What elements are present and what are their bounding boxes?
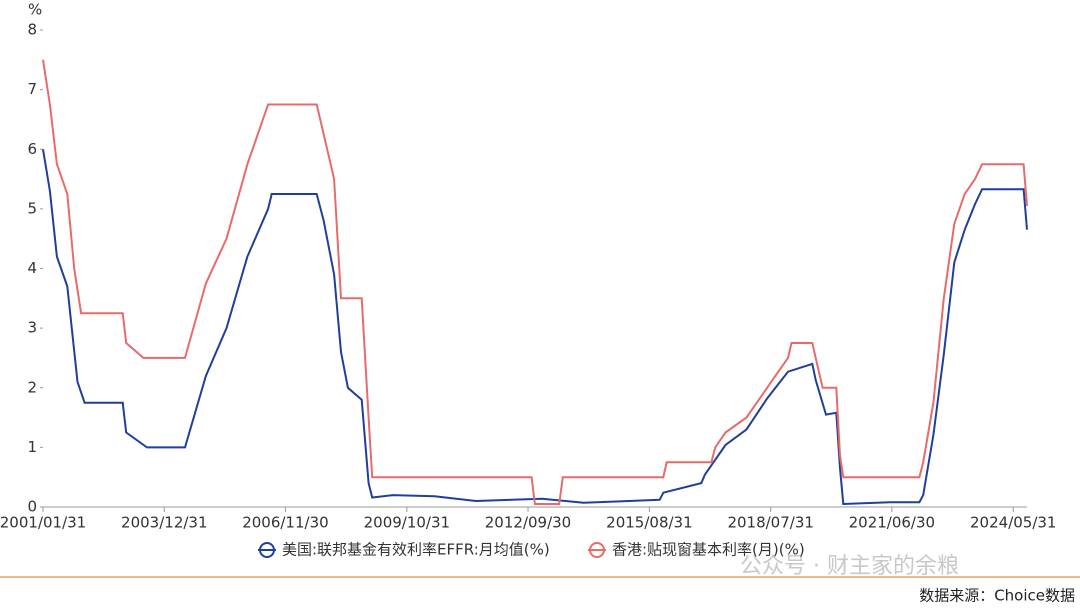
y-tick-label: 7 [27,80,37,98]
y-tick-label: 5 [27,199,37,217]
y-axis-label: % [28,1,42,19]
x-tick-label: 2009/10/31 [364,514,450,532]
x-tick-label: 2003/12/31 [121,514,207,532]
legend-label: 美国:联邦基金有效利率EFFR:月均值(%) [282,541,550,559]
x-tick-label: 2024/05/31 [970,514,1056,532]
y-tick-label: 6 [27,140,37,158]
line-series [42,149,1028,506]
x-tick-label: 2018/07/31 [727,514,813,532]
x-tick-label: 2012/09/30 [485,514,571,532]
line-series [42,59,1028,505]
source-note: 数据来源：Choice数据 [919,587,1075,605]
watermark: 公众号 · 财主家的余粮 [740,554,959,579]
legend-label: 香港:贴现窗基本利率(月)(%) [612,541,805,559]
y-tick-label: 8 [27,21,37,39]
x-tick-label: 2021/06/30 [849,514,935,532]
x-tick-label: 2015/08/31 [606,514,692,532]
y-tick-label: 1 [27,438,37,456]
y-tick-label: 2 [27,378,37,396]
x-tick-label: 2006/11/30 [242,514,328,532]
y-tick-label: 0 [27,498,37,516]
y-tick-label: 4 [27,259,37,277]
x-tick-label: 2001/01/31 [0,514,86,532]
y-tick-label: 3 [27,319,37,337]
